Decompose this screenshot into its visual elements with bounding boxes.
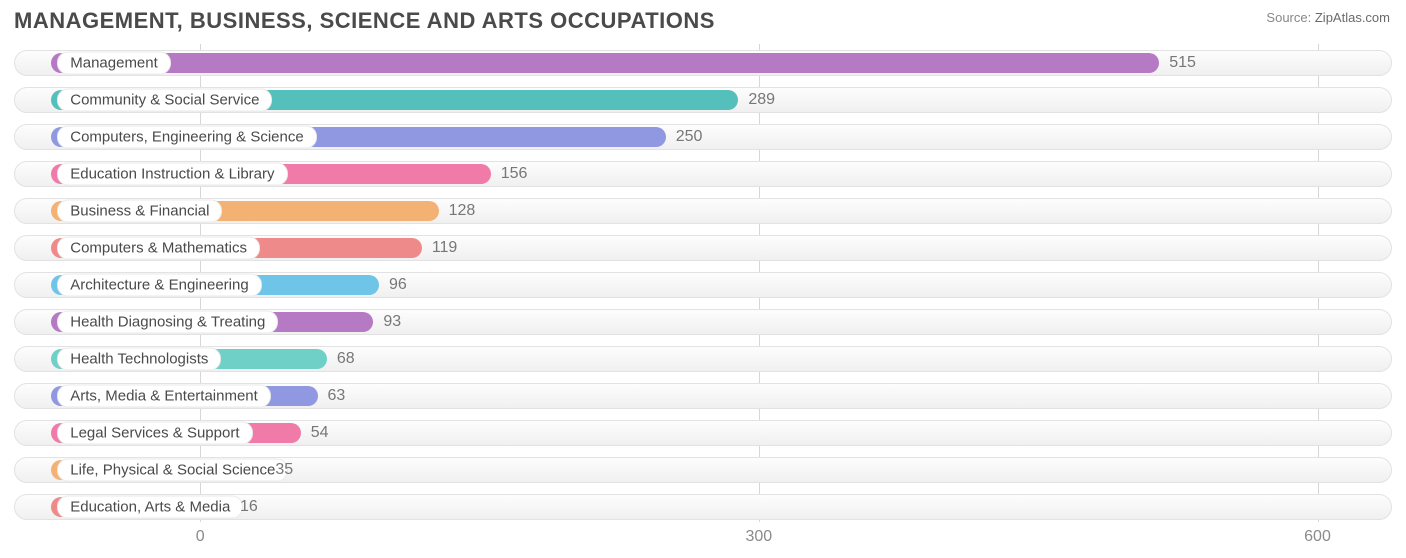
- bar-row: Health Diagnosing & Treating 93: [14, 307, 1392, 337]
- bar-row: Education Instruction & Library 156: [14, 159, 1392, 189]
- x-tick-label: 300: [746, 528, 773, 546]
- category-label: Business & Financial: [57, 200, 222, 223]
- bar-row: Life, Physical & Social Science35: [14, 455, 1392, 485]
- bar-row: Education, Arts & Media16: [14, 492, 1392, 522]
- bar-row: Management 515: [14, 48, 1392, 78]
- bar-row: Community & Social Service 289: [14, 85, 1392, 115]
- value-label: 289: [748, 91, 775, 109]
- bar-chart: Management 515 Community & Social Service 2…: [14, 44, 1392, 550]
- value-label: 128: [449, 202, 476, 220]
- bar-row: Business & Financial 128: [14, 196, 1392, 226]
- x-tick-label: 600: [1304, 528, 1331, 546]
- bar-row: Arts, Media & Entertainment 63: [14, 381, 1392, 411]
- category-label: Education, Arts & Media: [57, 496, 243, 519]
- category-label: Computers, Engineering & Science: [57, 126, 316, 149]
- bar-rows: Management 515 Community & Social Service 2…: [14, 48, 1392, 522]
- bar-row: Legal Services & Support 54: [14, 418, 1392, 448]
- value-label: 93: [383, 313, 401, 331]
- bar-row: Computers, Engineering & Science 250: [14, 122, 1392, 152]
- category-label: Health Technologists: [57, 348, 221, 371]
- category-label: Education Instruction & Library: [57, 163, 287, 186]
- bar-row: Health Technologists 68: [14, 344, 1392, 374]
- value-label: 63: [328, 387, 346, 405]
- bar-row: Architecture & Engineering 96: [14, 270, 1392, 300]
- value-label: 54: [311, 424, 329, 442]
- value-label: 16: [240, 498, 258, 516]
- category-label: Health Diagnosing & Treating: [57, 311, 278, 334]
- value-label: 96: [389, 276, 407, 294]
- value-label: 515: [1169, 54, 1196, 72]
- category-label: Architecture & Engineering: [57, 274, 261, 297]
- value-label: 68: [337, 350, 355, 368]
- source-site: ZipAtlas.com: [1315, 10, 1390, 25]
- source-credit: Source: ZipAtlas.com: [1266, 10, 1390, 25]
- source-label: Source:: [1266, 10, 1311, 25]
- value-label: 119: [432, 239, 458, 257]
- value-label: 35: [275, 461, 293, 479]
- value-label: 250: [676, 128, 703, 146]
- category-label: Community & Social Service: [57, 89, 272, 112]
- category-label: Life, Physical & Social Science: [57, 459, 288, 482]
- category-label: Computers & Mathematics: [57, 237, 260, 260]
- category-label: Legal Services & Support: [57, 422, 252, 445]
- bar-row: Computers & Mathematics 119: [14, 233, 1392, 263]
- value-label: 156: [501, 165, 528, 183]
- x-tick-label: 0: [196, 528, 205, 546]
- bar-fill: [51, 53, 1159, 73]
- category-label: Arts, Media & Entertainment: [57, 385, 271, 408]
- chart-title: MANAGEMENT, BUSINESS, SCIENCE AND ARTS O…: [14, 8, 715, 34]
- category-label: Management: [57, 52, 171, 75]
